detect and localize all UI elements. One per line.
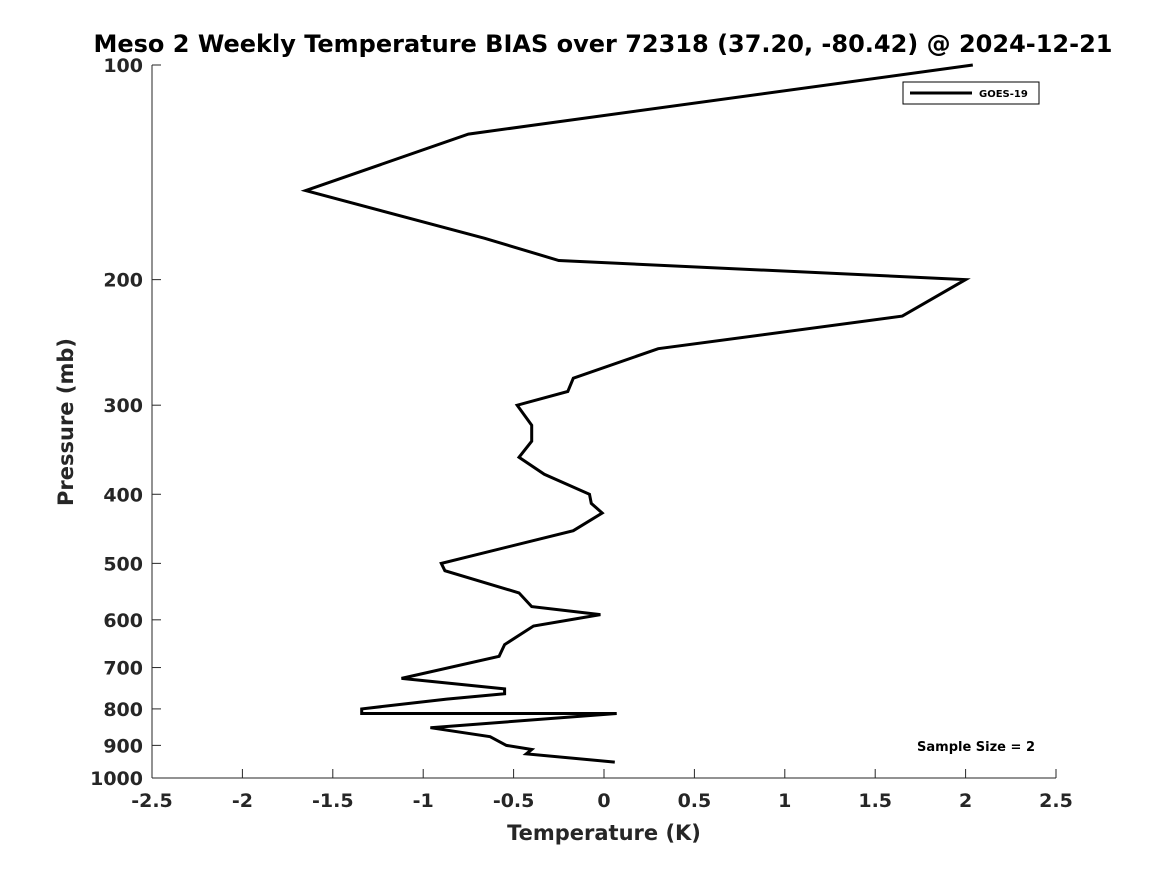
y-tick-label: 1000 bbox=[90, 768, 143, 790]
series-line-goes-19 bbox=[300, 63, 974, 764]
x-axis-label: Temperature (K) bbox=[507, 821, 701, 845]
legend-entry-goes-19: GOES-19 bbox=[979, 89, 1028, 100]
x-tick-label: -0.5 bbox=[493, 790, 535, 812]
x-tick-label: -1.5 bbox=[312, 790, 354, 812]
y-tick-label: 100 bbox=[103, 55, 143, 77]
sample-size-annotation: Sample Size = 2 bbox=[917, 740, 1035, 755]
y-tick-label: 700 bbox=[103, 658, 143, 680]
legend: GOES-19 bbox=[902, 81, 1040, 105]
y-tick-label: 800 bbox=[103, 699, 143, 721]
y-tick-label: 300 bbox=[103, 395, 143, 417]
plot-area bbox=[151, 65, 1056, 779]
y-tick-label: 900 bbox=[103, 735, 143, 757]
x-tick-label: 0 bbox=[597, 790, 610, 812]
y-axis: 100 200 300 400 500 600 700 800 900 1000 bbox=[90, 55, 161, 790]
y-tick-label: 500 bbox=[103, 553, 143, 575]
x-tick-label: -2 bbox=[232, 790, 253, 812]
chart-title: Meso 2 Weekly Temperature BIAS over 7231… bbox=[93, 30, 1112, 58]
x-tick-label: 2.5 bbox=[1039, 790, 1073, 812]
series-layer bbox=[300, 63, 974, 764]
y-tick-label: 400 bbox=[103, 484, 143, 506]
x-tick-label: 2 bbox=[959, 790, 972, 812]
y-axis-label: Pressure (mb) bbox=[54, 338, 78, 506]
x-tick-label: -2.5 bbox=[131, 790, 173, 812]
x-tick-label: 1 bbox=[778, 790, 791, 812]
y-tick-label: 200 bbox=[103, 270, 143, 292]
x-tick-label: 0.5 bbox=[678, 790, 712, 812]
x-tick-label: 1.5 bbox=[858, 790, 892, 812]
x-axis: -2.5 -2 -1.5 -1 -0.5 0 0.5 1 1.5 2 2.5 bbox=[131, 769, 1073, 812]
y-tick-label: 600 bbox=[103, 610, 143, 632]
x-tick-label: -1 bbox=[413, 790, 434, 812]
